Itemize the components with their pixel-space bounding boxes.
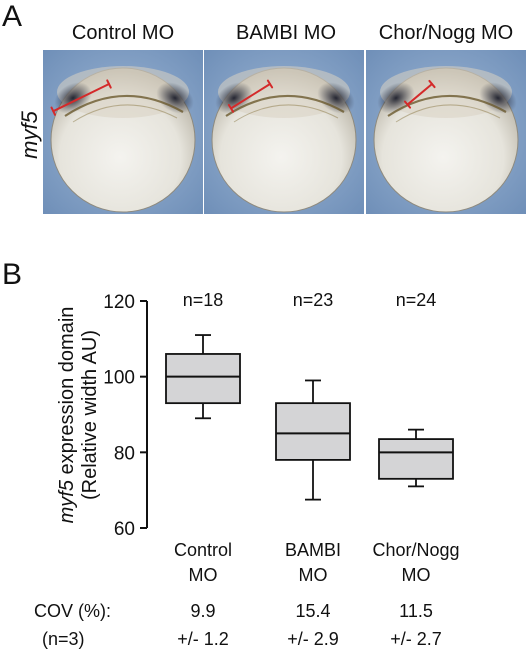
cov-bambi: 15.4 +/- 2.9 [258, 597, 368, 653]
column-title-chor-nogg: Chor/Nogg MO [378, 22, 514, 44]
cov-control: 9.9 +/- 1.2 [148, 597, 258, 653]
cov-error-control: +/- 1.2 [177, 629, 229, 649]
n-label-control: n=18 [182, 290, 224, 310]
box-bambi [275, 379, 351, 501]
cov-value-control: 9.9 [190, 601, 216, 621]
category-label-control-line2: MO [188, 565, 218, 585]
panel-b-letter: B [2, 258, 23, 291]
box-iqr-chor-nogg [378, 438, 454, 480]
y-tick-label-120: 120 [103, 292, 135, 313]
column-title-control: Control MO [71, 22, 175, 44]
box-iqr-bambi [275, 402, 351, 461]
cov-value-bambi: 15.4 [295, 601, 331, 621]
category-label-control: Control MO [148, 538, 258, 588]
category-label-chor-nogg: Chor/Nogg MO [361, 538, 471, 588]
cov-error-chor-nogg: +/- 2.7 [390, 629, 442, 649]
y-tick-label-80: 80 [114, 443, 135, 464]
measurement-bracket-bambi [227, 79, 274, 113]
y-tick-label-100: 100 [103, 368, 135, 389]
box-chor-nogg [378, 428, 454, 488]
category-label-bambi-line1: BAMBI [284, 540, 341, 560]
column-title-bambi: BAMBI MO [235, 22, 336, 44]
embryo-image-control [43, 50, 203, 214]
cov-value-chor-nogg: 11.5 [399, 601, 433, 621]
cov-error-bambi: +/- 2.9 [287, 629, 339, 649]
measurement-bracket-chor-nogg [403, 79, 436, 109]
n-label-bambi: n=23 [292, 290, 334, 310]
measurement-bracket-control [50, 79, 112, 116]
category-label-control-line1: Control [173, 540, 233, 560]
cov-label: COV (%): [34, 601, 112, 621]
embryo-image-bambi [204, 50, 364, 214]
box-iqr-control [165, 353, 241, 405]
category-label-chor-nogg-line2: MO [401, 565, 431, 585]
category-label-bambi: BAMBI MO [258, 538, 368, 588]
box-plot: 60 80 100 120 [103, 292, 454, 540]
cov-n-label: (n=3) [42, 629, 85, 649]
n-label-chor-nogg: n=24 [395, 290, 437, 310]
y-tick-label-60: 60 [114, 519, 135, 540]
gene-label: myf5 [17, 111, 42, 159]
cov-chor-nogg: 11.5 +/- 2.7 [361, 597, 471, 653]
category-label-bambi-line2: MO [298, 565, 328, 585]
box-control [165, 334, 241, 420]
category-label-chor-nogg-line1: Chor/Nogg [372, 540, 460, 560]
embryo-image-chor-nogg [366, 50, 526, 214]
panel-a-letter: A [2, 0, 23, 33]
